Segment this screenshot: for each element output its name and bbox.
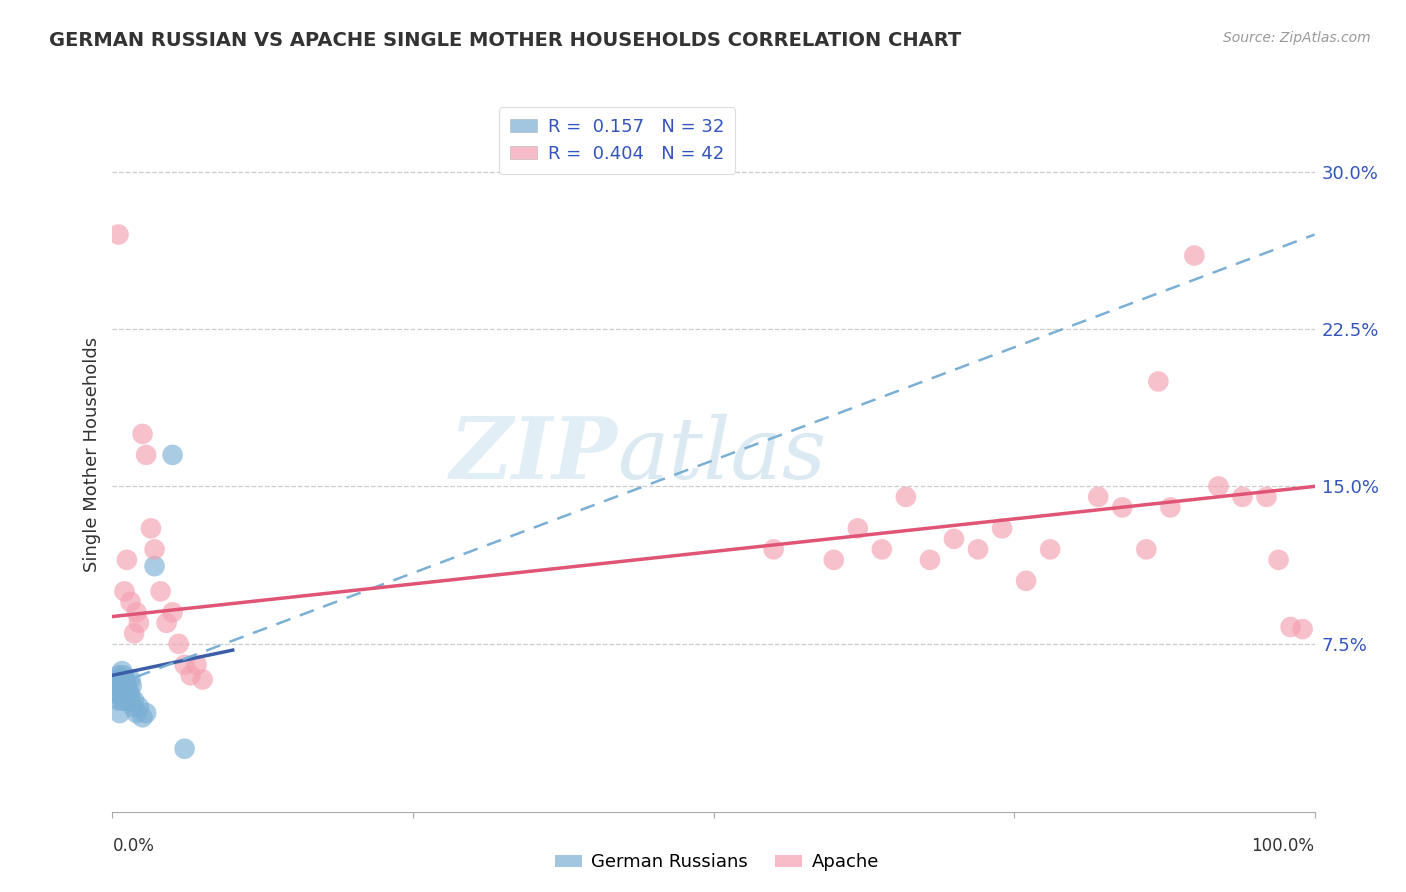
Point bbox=[135, 448, 157, 462]
Point bbox=[162, 605, 184, 619]
Point bbox=[991, 521, 1014, 535]
Legend: R =  0.157   N = 32, R =  0.404   N = 42: R = 0.157 N = 32, R = 0.404 N = 42 bbox=[499, 107, 735, 174]
Point bbox=[180, 668, 202, 682]
Point bbox=[114, 673, 136, 687]
Point bbox=[155, 615, 177, 630]
Point bbox=[115, 679, 138, 693]
Point bbox=[128, 615, 150, 630]
Point bbox=[114, 690, 136, 704]
Point bbox=[104, 673, 127, 687]
Point bbox=[143, 542, 166, 557]
Point bbox=[173, 741, 195, 756]
Point bbox=[1039, 542, 1062, 557]
Point bbox=[762, 542, 785, 557]
Point bbox=[120, 690, 142, 704]
Point bbox=[1135, 542, 1157, 557]
Point bbox=[139, 521, 162, 535]
Point bbox=[135, 706, 157, 720]
Point bbox=[1291, 622, 1313, 636]
Point bbox=[112, 685, 135, 699]
Point bbox=[118, 685, 141, 699]
Text: 100.0%: 100.0% bbox=[1251, 837, 1315, 855]
Point bbox=[108, 706, 131, 720]
Point bbox=[112, 668, 135, 682]
Point bbox=[105, 679, 128, 693]
Point bbox=[111, 664, 134, 678]
Point bbox=[108, 679, 131, 693]
Point bbox=[846, 521, 869, 535]
Point bbox=[918, 553, 941, 567]
Point bbox=[105, 685, 128, 699]
Point bbox=[115, 553, 138, 567]
Legend: German Russians, Apache: German Russians, Apache bbox=[548, 847, 886, 879]
Point bbox=[167, 637, 190, 651]
Point bbox=[111, 693, 134, 707]
Point bbox=[122, 699, 145, 714]
Point bbox=[107, 693, 129, 707]
Point bbox=[110, 673, 132, 687]
Point bbox=[125, 706, 148, 720]
Point bbox=[1015, 574, 1038, 588]
Point bbox=[1087, 490, 1109, 504]
Point bbox=[162, 448, 184, 462]
Point bbox=[131, 710, 153, 724]
Point bbox=[114, 584, 136, 599]
Point bbox=[942, 532, 965, 546]
Point bbox=[107, 668, 129, 682]
Point bbox=[191, 673, 214, 687]
Text: atlas: atlas bbox=[617, 414, 827, 496]
Point bbox=[114, 679, 136, 693]
Point bbox=[120, 595, 142, 609]
Point bbox=[114, 693, 136, 707]
Text: Source: ZipAtlas.com: Source: ZipAtlas.com bbox=[1223, 31, 1371, 45]
Point bbox=[1267, 553, 1289, 567]
Point bbox=[1232, 490, 1254, 504]
Point bbox=[1111, 500, 1133, 515]
Point bbox=[870, 542, 893, 557]
Point bbox=[1208, 479, 1230, 493]
Point bbox=[1184, 248, 1206, 262]
Point bbox=[110, 690, 132, 704]
Point bbox=[149, 584, 172, 599]
Text: GERMAN RUSSIAN VS APACHE SINGLE MOTHER HOUSEHOLDS CORRELATION CHART: GERMAN RUSSIAN VS APACHE SINGLE MOTHER H… bbox=[49, 31, 962, 50]
Text: ZIP: ZIP bbox=[450, 413, 617, 497]
Point bbox=[128, 699, 150, 714]
Point bbox=[125, 605, 148, 619]
Point bbox=[186, 657, 208, 672]
Y-axis label: Single Mother Households: Single Mother Households bbox=[83, 337, 101, 573]
Text: 0.0%: 0.0% bbox=[112, 837, 155, 855]
Point bbox=[173, 657, 195, 672]
Point bbox=[823, 553, 845, 567]
Point bbox=[1159, 500, 1181, 515]
Point bbox=[120, 673, 142, 687]
Point bbox=[122, 693, 145, 707]
Point bbox=[122, 626, 145, 640]
Point bbox=[1256, 490, 1278, 504]
Point bbox=[967, 542, 990, 557]
Point bbox=[894, 490, 917, 504]
Point bbox=[121, 679, 143, 693]
Point bbox=[1279, 620, 1302, 634]
Point bbox=[1147, 375, 1170, 389]
Point bbox=[117, 693, 139, 707]
Point bbox=[107, 227, 129, 242]
Point bbox=[131, 426, 153, 441]
Point bbox=[143, 559, 166, 574]
